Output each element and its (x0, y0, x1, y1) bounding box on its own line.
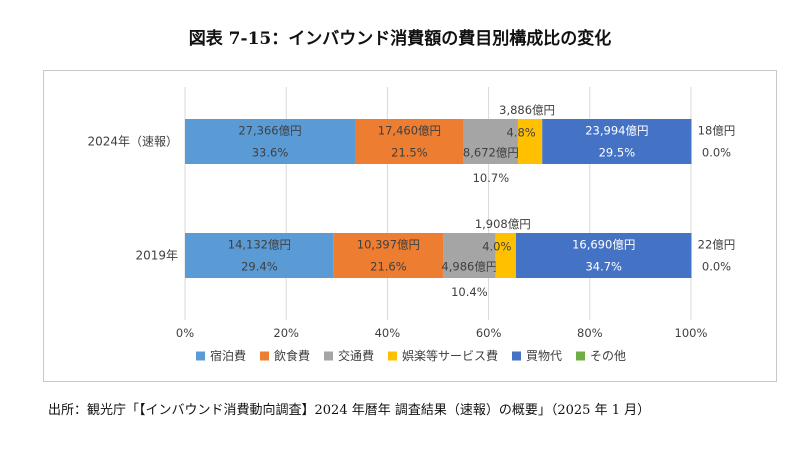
data-label-percent: 33.6% (252, 146, 289, 160)
legend-swatch (260, 351, 269, 361)
data-label-percent: 34.7% (585, 260, 622, 274)
x-tick-label: 20% (273, 326, 299, 340)
data-label-percent: 10.7% (473, 171, 510, 185)
data-label-percent: 29.5% (599, 146, 636, 160)
source-note: 出所：観光庁「【インバウンド消費動向調査】2024 年暦年 調査結果（速報）の概… (48, 403, 651, 418)
bar-segment (355, 119, 464, 164)
data-label-percent: 0.0% (702, 260, 731, 274)
legend-swatch (512, 351, 521, 361)
legend-label: 宿泊費 (210, 348, 246, 363)
data-label-percent: 0.0% (702, 146, 731, 160)
data-label-amount: 23,994億円 (585, 124, 648, 138)
data-label-amount: 18億円 (698, 124, 736, 138)
data-label-amount: 10,397億円 (357, 238, 420, 252)
data-label-amount: 17,460億円 (378, 124, 441, 138)
bar-segment (185, 233, 334, 278)
category-label: 2019年 (135, 249, 178, 263)
x-tick-label: 40% (375, 326, 401, 340)
data-label-amount: 16,690億円 (572, 238, 635, 252)
data-label-amount: 4,986億円 (441, 260, 497, 274)
stacked-bar-chart: 0% 20% 40% 60% 80% 100% 2024年（速報） 2019年 27,366億円… (87, 87, 736, 363)
bar-segment (542, 119, 692, 164)
legend-label: 娯楽等サービス費 (402, 348, 498, 363)
bar-segment (515, 233, 692, 278)
data-label-percent: 4.8% (506, 126, 535, 140)
data-label-amount: 3,886億円 (499, 103, 555, 117)
legend-label: 交通費 (338, 348, 374, 363)
chart-area: 0% 20% 40% 60% 80% 100% 2024年（速報） 2019年 27,366億円… (43, 70, 777, 382)
legend-label: その他 (590, 349, 626, 363)
chart-title: 図表 7-15：インバウンド消費額の費目別構成比の変化 (188, 29, 612, 49)
data-label-percent: 21.5% (391, 146, 428, 160)
data-label-percent: 29.4% (241, 260, 278, 274)
data-label-amount: 22億円 (698, 238, 736, 252)
bar-segment (495, 233, 516, 278)
data-label-amount: 8,672億円 (463, 146, 519, 160)
x-tick-label: 80% (577, 326, 603, 340)
data-label-percent: 4.0% (482, 240, 511, 254)
bar-segment (443, 233, 496, 278)
data-label-percent: 10.4% (451, 285, 488, 299)
bar-segment (333, 233, 444, 278)
bar-segment (185, 119, 356, 164)
bar-segment (463, 119, 518, 164)
x-tick-label: 100% (675, 326, 708, 340)
legend-label: 飲食費 (274, 348, 310, 363)
legend-label: 買物代 (526, 349, 562, 363)
legend-swatch (576, 351, 585, 361)
data-label-amount: 1,908億円 (475, 217, 531, 231)
bar-segment (517, 119, 543, 164)
x-tick-label: 60% (476, 326, 502, 340)
data-label-amount: 14,132億円 (228, 238, 291, 252)
x-tick-label: 0% (176, 326, 194, 340)
legend-swatch (324, 351, 333, 361)
legend-swatch (196, 351, 205, 361)
legend-swatch (388, 351, 397, 361)
data-label-percent: 21.6% (370, 260, 407, 274)
category-label: 2024年（速報） (87, 135, 178, 149)
data-label-amount: 27,366億円 (238, 124, 301, 138)
